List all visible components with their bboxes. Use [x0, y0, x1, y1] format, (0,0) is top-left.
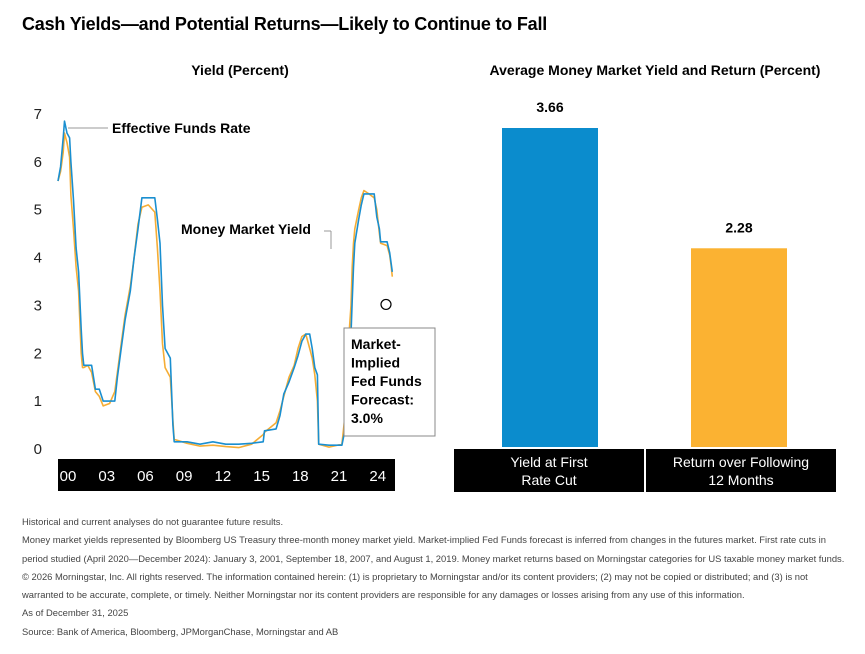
bar-value-label: 3.66	[536, 99, 563, 115]
forecast-box-line: 3.0%	[351, 410, 383, 426]
forecast-box-line: Forecast:	[351, 392, 414, 408]
x-tick-label: 26	[395, 468, 412, 485]
category-band	[454, 449, 644, 492]
category-label: 12 Months	[708, 472, 773, 488]
footnote-source: Source: Bank of America, Bloomberg, JPMo…	[22, 625, 339, 637]
page-title: Cash Yields—and Potential Returns—Likely…	[22, 14, 548, 34]
category-label: Return over Following	[673, 454, 809, 470]
x-tick-label: 15	[253, 468, 270, 485]
forecast-box-line: Market-	[351, 336, 401, 352]
category-label: Yield at First	[510, 454, 587, 470]
series-line-effective-funds-rate	[57, 120, 394, 446]
forecast-marker	[380, 298, 392, 311]
forecast-box-line: Fed Funds	[351, 373, 422, 389]
x-tick-label: 03	[98, 468, 115, 485]
category-band	[646, 449, 836, 492]
y-tick-label: 4	[34, 250, 42, 267]
bar-return-following-12-months	[691, 248, 787, 447]
y-tick-label: 7	[34, 106, 42, 123]
x-tick-label: 12	[215, 468, 232, 485]
y-tick-label: 2	[34, 345, 42, 362]
footnote-disclaimer: Historical and current analyses do not g…	[22, 516, 284, 527]
forecast-box	[343, 327, 436, 437]
bar-chart-title: Average Money Market Yield and Return (P…	[489, 62, 821, 78]
bar-value-label: 2.28	[725, 219, 752, 235]
x-axis-band	[58, 459, 395, 491]
footnote-methodology: Money market yields represented by Bloom…	[22, 534, 845, 601]
x-tick-label: 24	[369, 468, 386, 485]
y-tick-label: 0	[34, 441, 42, 458]
y-tick-label: 6	[34, 154, 42, 171]
x-tick-label: 06	[137, 468, 154, 485]
effective-funds-rate-label: Effective Funds Rate	[112, 120, 251, 136]
x-tick-label: 21	[331, 468, 348, 485]
forecast-box-line: Implied	[351, 355, 400, 371]
y-tick-label: 3	[34, 297, 42, 314]
money-market-yield-label: Money Market Yield	[181, 221, 311, 237]
footnotes: Historical and current analyses do not g…	[22, 513, 852, 641]
bar-chart: 3.66 Yield at First Rate Cut 2.28 Return ove…	[454, 99, 836, 492]
category-label: Rate Cut	[521, 472, 576, 488]
line-chart-title: Yield (Percent)	[191, 62, 289, 78]
y-tick-label: 5	[34, 202, 42, 219]
y-tick-label: 1	[34, 393, 42, 410]
footnote-as-of: As of December 31, 2025	[22, 607, 129, 619]
x-tick-label: 09	[176, 468, 193, 485]
x-tick-label: 18	[292, 468, 309, 485]
bar-yield-at-first-rate-cut	[502, 128, 598, 447]
x-tick-label: 00	[60, 468, 77, 485]
